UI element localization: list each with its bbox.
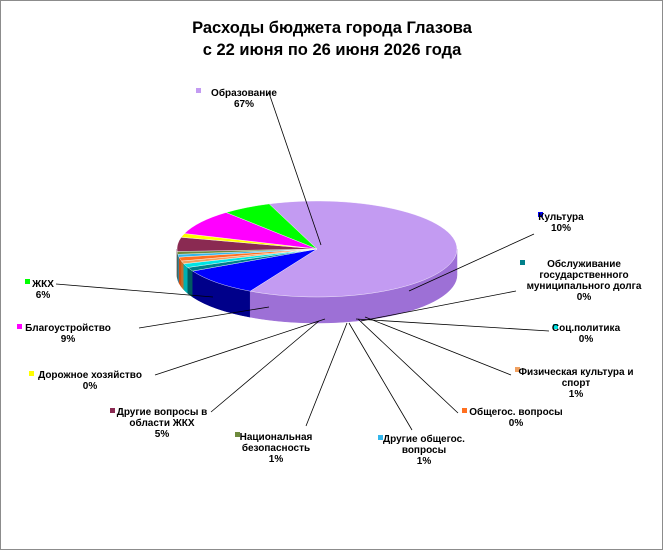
percent-соц-политика: 0% (579, 334, 594, 345)
pie-labels: Образование67%Культура10%Обслуживаниегос… (17, 87, 642, 467)
marker-образование (196, 88, 201, 93)
label-text-культура-0: Культура (538, 212, 584, 223)
leader-line-физическая-культура-и-спорт (364, 316, 512, 376)
slice-соц-политика-side (183, 263, 189, 295)
label-text-обслуживание-государственного-муниципального-долга-1: государственного (539, 270, 628, 281)
marker-жкх (25, 279, 30, 284)
label-text-общегос-вопросы-0: Общегос. вопросы (469, 406, 562, 418)
slice-обслуживание-государственного-муниципального-долга-side (187, 266, 193, 298)
leader-line-обслуживание-государственного-муниципального-долга (360, 290, 517, 322)
marker-дорожное-хозяйство (29, 371, 34, 376)
marker-культура (538, 212, 543, 217)
percent-другие-общегос-вопросы: 1% (417, 456, 432, 467)
marker-общегос-вопросы (462, 408, 467, 413)
percent-культура: 10% (551, 223, 571, 234)
percent-дорожное-хозяйство: 0% (83, 381, 98, 392)
slice-жкх (225, 203, 318, 250)
leader-line-благоустройство (138, 306, 270, 329)
label-text-национальная-безопасность-1: безопасность (242, 442, 310, 454)
label-text-образование-0: Образование (211, 87, 277, 99)
slice-образование (249, 200, 458, 298)
leader-line-национальная-безопасность (305, 322, 348, 427)
label-text-обслуживание-государственного-муниципального-долга-0: Обслуживание (547, 258, 621, 270)
leader-line-соц-политика (355, 318, 550, 332)
leader-line-другие-общегос-вопросы (348, 322, 413, 431)
marker-национальная-безопасность (235, 432, 240, 437)
marker-другие-общегос-вопросы (378, 435, 383, 440)
slice-культура (192, 248, 318, 292)
label-text-физическая-культура-и-спорт-1: спорт (562, 378, 591, 389)
chart-title-line-1: Расходы бюджета города Глазова (192, 19, 473, 37)
percent-жкх: 6% (36, 290, 51, 301)
label-text-дорожное-хозяйство-0: Дорожное хозяйство (38, 370, 142, 381)
slice-общегос-вопросы-side (178, 257, 182, 288)
leader-line-другие-вопросы-в-области-жкх (210, 320, 320, 413)
label-text-другие-вопросы-в-области-жкх-0: Другие вопросы в (117, 407, 208, 418)
chart-title-line-2: с 22 июня по 26 июня 2026 года (203, 41, 462, 59)
marker-физическая-культура-и-спорт (515, 367, 520, 372)
label-text-физическая-культура-и-спорт-0: Физическая культура и (518, 367, 633, 378)
label-text-другие-общегос-вопросы-1: вопросы (402, 445, 446, 456)
label-text-национальная-безопасность-0: Национальная (240, 432, 313, 443)
percent-общегос-вопросы: 0% (509, 418, 524, 429)
label-text-другие-вопросы-в-области-жкх-1: области ЖКХ (129, 417, 194, 429)
leader-line-образование (268, 92, 322, 246)
marker-обслуживание-государственного-муниципального-долга (520, 260, 525, 265)
pie-slices (176, 200, 458, 324)
label-text-жкх-0: ЖКХ (31, 279, 54, 290)
label-text-обслуживание-государственного-муниципального-долга-2: муниципального долга (527, 281, 642, 292)
label-text-соц-политика-0: Соц.политика (552, 323, 621, 334)
percent-образование: 67% (234, 99, 254, 110)
percent-национальная-безопасность: 1% (269, 454, 284, 465)
percent-другие-вопросы-в-области-жкх: 5% (155, 429, 170, 440)
leader-line-дорожное-хозяйство (154, 318, 326, 376)
label-text-другие-общегос-вопросы-0: Другие общегос. (383, 433, 465, 445)
leader-line-культура (408, 233, 535, 292)
label-обслуживание-государственного-муниципального-долга: Обслуживаниегосударственногомуниципально… (360, 258, 642, 322)
percent-обслуживание-государственного-муниципального-долга: 0% (577, 292, 592, 303)
marker-соц-политика (553, 324, 558, 329)
leader-line-общегос-вопросы (357, 318, 459, 414)
marker-другие-вопросы-в-области-жкх (110, 408, 115, 413)
leader-line-жкх (55, 283, 214, 298)
percent-физическая-культура-и-спорт: 1% (569, 389, 584, 400)
slice-физическая-культура-и-спорт-side (181, 260, 185, 291)
marker-благоустройство (17, 324, 22, 329)
percent-благоустройство: 9% (61, 334, 76, 345)
label-text-благоустройство-0: Благоустройство (25, 323, 111, 334)
